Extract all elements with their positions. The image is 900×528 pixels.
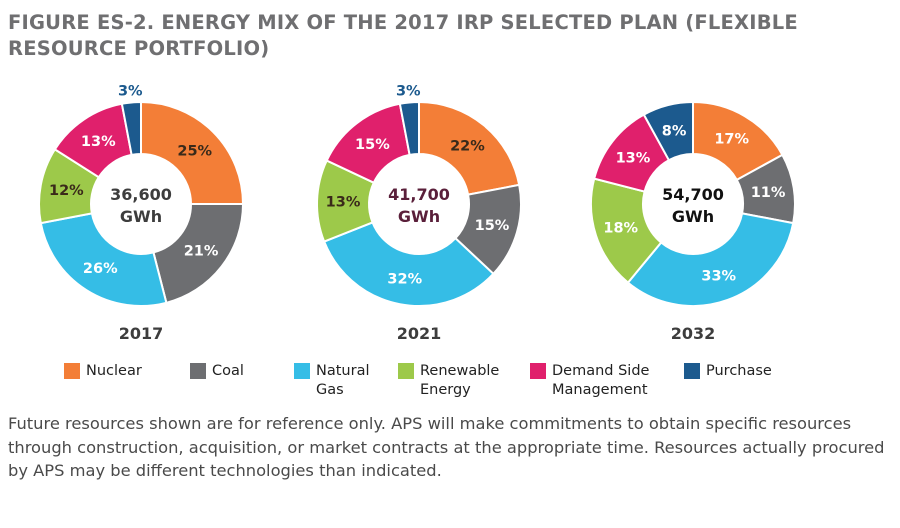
slice-label-demand-side-2021: 15% bbox=[355, 137, 390, 153]
legend-item-purchase: Purchase bbox=[684, 362, 786, 381]
slice-label-natural-gas-2017: 26% bbox=[83, 261, 118, 277]
donut-charts: 25% 21% 26% 12% 13% 3% 36,600 GWh 2017 22% 15% 32%… bbox=[38, 84, 796, 343]
slice-label-nuclear-2021: 22% bbox=[450, 138, 485, 154]
donut-slice-natural-gas-2021 bbox=[322, 221, 495, 307]
center-unit-2017: GWh bbox=[120, 207, 162, 226]
slice-label-renewable-2021: 13% bbox=[326, 195, 361, 211]
legend-label-purchase: Purchase bbox=[706, 363, 772, 379]
legend-item-natural-gas: Natural Gas bbox=[294, 362, 378, 400]
center-value-2021: 41,700 bbox=[388, 185, 450, 204]
donut-slice-nuclear-2021 bbox=[418, 100, 521, 196]
legend-label-nuclear: Nuclear bbox=[86, 363, 142, 379]
legend-label-renewable: Renewable Energy bbox=[420, 363, 500, 398]
center-value-2017: 36,600 bbox=[110, 185, 172, 204]
center-unit-2032: GWh bbox=[672, 207, 714, 226]
slice-label-natural-gas-2021: 32% bbox=[387, 272, 422, 288]
legend-item-nuclear: Nuclear bbox=[64, 362, 166, 381]
legend-label-natural-gas: Natural Gas bbox=[316, 363, 370, 398]
center-value-2032: 54,700 bbox=[662, 185, 724, 204]
legend-swatch-nuclear bbox=[64, 363, 80, 379]
slice-label-demand-side-2017: 13% bbox=[81, 134, 116, 150]
legend-swatch-natural-gas bbox=[294, 363, 310, 379]
legend-item-coal: Coal bbox=[190, 362, 272, 381]
slice-label-purchase-2032: 8% bbox=[662, 123, 687, 139]
slice-label-natural-gas-2032: 33% bbox=[701, 269, 736, 285]
slice-label-coal-2021: 15% bbox=[475, 218, 510, 234]
year-label-2017: 2017 bbox=[119, 324, 164, 343]
legend-swatch-renewable bbox=[398, 363, 414, 379]
slice-label-renewable-2017: 12% bbox=[49, 183, 84, 199]
slice-label-nuclear-2017: 25% bbox=[177, 143, 212, 159]
year-label-2032: 2032 bbox=[671, 324, 716, 343]
donut-chart-2017: 25% 21% 26% 12% 13% 3% 36,600 GWh 2017 bbox=[38, 84, 245, 343]
donut-slice-nuclear-2017 bbox=[140, 100, 245, 205]
donut-slice-purchase-2032 bbox=[642, 100, 694, 162]
slice-label-demand-side-2032: 13% bbox=[616, 150, 651, 166]
legend: Nuclear Coal Natural Gas Renewable Energ… bbox=[0, 362, 900, 412]
center-unit-2021: GWh bbox=[398, 207, 440, 226]
donut-chart-2021: 22% 15% 32% 13% 15% 3% 41,700 GWh 2021 bbox=[316, 84, 522, 343]
legend-swatch-demand-side bbox=[530, 363, 546, 379]
donut-slice-natural-gas-2017 bbox=[39, 212, 168, 307]
slice-label-coal-2017: 21% bbox=[184, 244, 219, 260]
figure-title: FIGURE ES-2. ENERGY MIX OF THE 2017 IRP … bbox=[8, 11, 798, 60]
donut-slice-purchase-2021 bbox=[398, 100, 420, 157]
legend-swatch-coal bbox=[190, 363, 206, 379]
slice-label-purchase-2017: 3% bbox=[118, 84, 143, 100]
slice-label-renewable-2032: 18% bbox=[603, 220, 638, 236]
footnote: Future resources shown are for reference… bbox=[8, 414, 885, 480]
legend-item-renewable: Renewable Energy bbox=[398, 362, 512, 400]
legend-item-demand-side: Demand Side Management bbox=[530, 362, 662, 400]
legend-label-coal: Coal bbox=[212, 363, 244, 379]
slice-label-nuclear-2032: 17% bbox=[714, 132, 749, 148]
slice-label-coal-2032: 11% bbox=[751, 185, 786, 201]
donut-slice-purchase-2017 bbox=[120, 100, 142, 157]
legend-swatch-purchase bbox=[684, 363, 700, 379]
slice-label-purchase-2021: 3% bbox=[396, 84, 421, 100]
donut-chart-2032: 17% 11% 33% 18% 13% 8% 54,700 GWh 2032 bbox=[590, 100, 796, 343]
donut-slice-natural-gas-2032 bbox=[626, 212, 795, 307]
legend-label-demand-side: Demand Side Management bbox=[552, 363, 650, 398]
year-label-2021: 2021 bbox=[397, 324, 442, 343]
